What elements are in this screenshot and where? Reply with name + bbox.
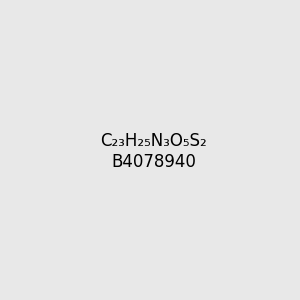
Text: C₂₃H₂₅N₃O₅S₂
B4078940: C₂₃H₂₅N₃O₅S₂ B4078940 <box>100 132 207 171</box>
